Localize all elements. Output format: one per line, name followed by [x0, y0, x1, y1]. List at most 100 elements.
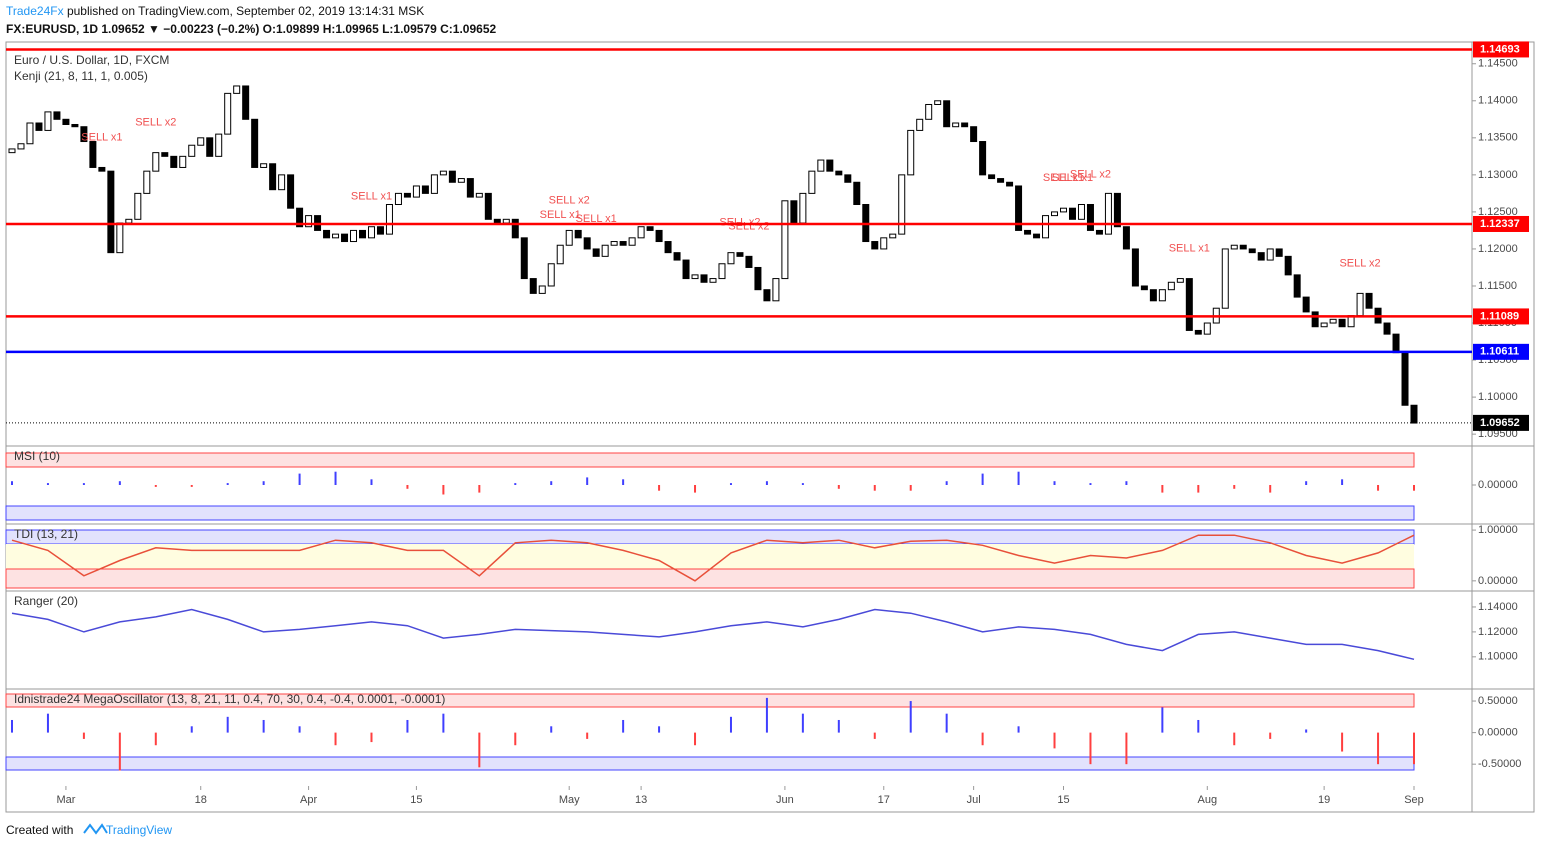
candle-body: [511, 218, 519, 239]
candle-body: [502, 218, 510, 224]
candle-body: [1365, 292, 1373, 309]
x-tick-label: Apr: [300, 794, 317, 806]
candle-body: [547, 263, 555, 287]
candle-body: [1033, 233, 1041, 239]
bar: [1341, 732, 1344, 752]
candle-body: [1131, 248, 1139, 287]
candle-body: [224, 92, 232, 135]
brand: TradingView: [106, 823, 172, 837]
annotation: SELL x1: [576, 213, 617, 225]
candle-body: [341, 233, 349, 243]
candle-body: [206, 137, 214, 157]
bar: [837, 485, 840, 489]
candle-body: [1293, 274, 1301, 298]
x-tick-label: 19: [1318, 794, 1330, 806]
bar: [478, 732, 481, 768]
candle-body: [619, 241, 627, 246]
candle-body: [1392, 333, 1400, 354]
candle-body: [1167, 281, 1175, 291]
candle-body: [403, 192, 411, 198]
candle-body: [269, 163, 277, 191]
y-tick-label: 0.50000: [1478, 695, 1518, 707]
candle-body: [745, 255, 753, 268]
candle-body: [628, 237, 636, 246]
candle-body: [62, 118, 70, 125]
bar: [11, 481, 13, 485]
chart-title: Euro / U.S. Dollar, 1D, FXCM: [14, 53, 169, 67]
candle-body: [179, 155, 187, 168]
level-label: 1.12337: [1480, 218, 1520, 230]
band: [5, 452, 1415, 468]
y-tick-label: 1.00000: [1478, 524, 1518, 536]
candle-body: [763, 289, 771, 302]
candle-body: [1149, 289, 1157, 302]
bar: [478, 485, 481, 493]
last-label: 1.09652: [1480, 417, 1520, 429]
candle-body: [1410, 404, 1418, 424]
bar: [1305, 481, 1308, 485]
candle-body: [1266, 248, 1274, 261]
candle-body: [457, 178, 465, 183]
candle-body: [934, 100, 942, 105]
x-tick-label: Aug: [1198, 794, 1218, 806]
y-tick-label: 1.10000: [1478, 651, 1518, 663]
bar: [658, 485, 661, 491]
bar: [873, 732, 876, 739]
candle-body: [1042, 215, 1050, 239]
bar: [46, 483, 49, 485]
candle-body: [1383, 322, 1391, 335]
bar: [190, 485, 193, 487]
candle-body: [889, 233, 897, 239]
candle-body: [556, 244, 564, 265]
bar: [1089, 732, 1092, 765]
candle-body: [493, 218, 501, 224]
bar: [765, 481, 768, 485]
y-tick-label: 1.12500: [1478, 206, 1518, 218]
candle-body: [997, 178, 1005, 183]
bar: [694, 732, 697, 746]
candle-body: [709, 278, 717, 283]
candle-body: [233, 85, 241, 94]
candle-body: [170, 155, 178, 168]
bar: [1125, 481, 1128, 485]
candle-body: [781, 200, 789, 280]
bar: [442, 713, 445, 733]
y-tick-label: -0.50000: [1478, 758, 1521, 770]
bar: [118, 732, 121, 771]
y-tick-label: 1.13500: [1478, 132, 1518, 144]
candle-body: [1015, 185, 1023, 231]
candle-body: [430, 174, 438, 194]
candle-body: [439, 170, 447, 176]
bar: [550, 726, 553, 733]
y-tick-label: 1.13000: [1478, 169, 1518, 181]
candle-body: [646, 226, 654, 231]
last-tag: [1473, 414, 1529, 431]
candle-body: [242, 85, 250, 120]
candle-body: [1338, 318, 1346, 328]
y-tick-label: 1.09500: [1478, 428, 1518, 440]
candle-body: [376, 226, 384, 235]
candle-body: [278, 174, 286, 191]
candle-body: [116, 222, 124, 254]
bar: [1233, 485, 1236, 489]
candle-body: [8, 148, 16, 154]
candle-body: [1122, 226, 1130, 250]
bar: [981, 473, 984, 485]
candle-body: [484, 192, 492, 220]
candle-body: [907, 129, 915, 176]
candle-body: [1068, 207, 1076, 220]
candle-body: [538, 285, 546, 294]
x-tick-label: 18: [195, 794, 207, 806]
x-tick-label: 13: [635, 794, 647, 806]
y-tick-label: 1.14000: [1478, 601, 1518, 613]
bar: [406, 719, 409, 733]
bar: [1161, 485, 1164, 493]
bar: [226, 483, 229, 485]
candle-body: [700, 274, 708, 283]
candle-body: [17, 143, 25, 150]
candle-body: [799, 192, 807, 224]
annotation: SELL x1: [81, 131, 122, 143]
bar: [442, 485, 445, 495]
candle-body: [853, 181, 861, 205]
candle-body: [970, 126, 978, 143]
